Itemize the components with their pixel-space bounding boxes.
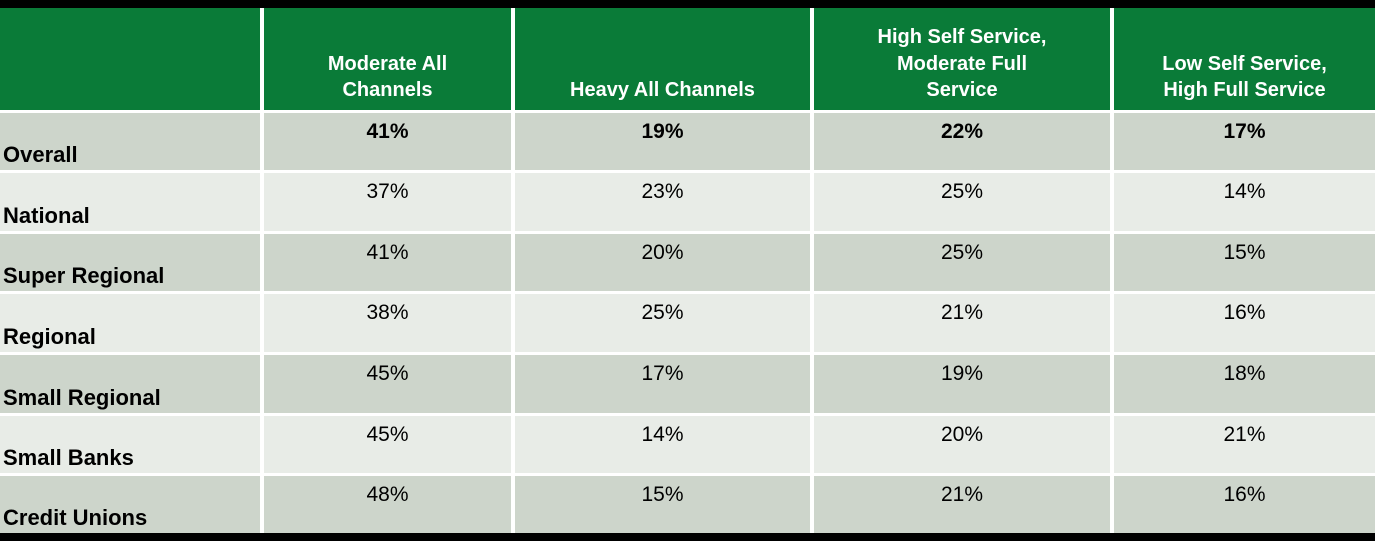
table-cell: 21% — [810, 473, 1114, 533]
table-cell: 41% — [260, 230, 515, 295]
table-cell: 22% — [810, 109, 1114, 174]
row-label-super-regional: Super Regional — [0, 230, 264, 295]
table-cell: 21% — [810, 291, 1114, 356]
table-cell: 15% — [511, 473, 814, 533]
row-label-overall: Overall — [0, 109, 264, 174]
table-cell: 41% — [260, 109, 515, 174]
column-header-high-self-service: High Self Service, Moderate Full Service — [810, 8, 1114, 113]
row-label-credit-unions: Credit Unions — [0, 473, 264, 533]
table-body: Overall 41% 19% 22% 17% National 37% 23%… — [0, 109, 1375, 533]
column-header-low-self-service: Low Self Service, High Full Service — [1110, 8, 1375, 113]
table-cell: 14% — [511, 412, 814, 477]
table-row-small-banks: Small Banks 45% 14% 20% 21% — [0, 412, 1375, 477]
table-cell: 20% — [810, 412, 1114, 477]
table-cell: 25% — [511, 291, 814, 356]
corner-cell — [0, 8, 264, 113]
table-cell: 16% — [1110, 473, 1375, 533]
table-cell: 20% — [511, 230, 814, 295]
table-cell: 15% — [1110, 230, 1375, 295]
table-cell: 45% — [260, 352, 515, 416]
table-cell: 25% — [810, 170, 1114, 234]
table-cell: 38% — [260, 291, 515, 356]
channel-segment-table: Moderate All Channels Heavy All Channels… — [0, 8, 1375, 533]
table-cell: 17% — [1110, 109, 1375, 174]
table-row-small-regional: Small Regional 45% 17% 19% 18% — [0, 352, 1375, 416]
table-cell: 19% — [511, 109, 814, 174]
table-row-super-regional: Super Regional 41% 20% 25% 15% — [0, 230, 1375, 295]
table-row-regional: Regional 38% 25% 21% 16% — [0, 291, 1375, 356]
header-row: Moderate All Channels Heavy All Channels… — [0, 8, 1375, 113]
row-label-small-regional: Small Regional — [0, 352, 264, 416]
table-cell: 45% — [260, 412, 515, 477]
column-header-moderate-all-channels: Moderate All Channels — [260, 8, 515, 113]
table-row-overall: Overall 41% 19% 22% 17% — [0, 109, 1375, 174]
row-label-small-banks: Small Banks — [0, 412, 264, 477]
table-row-credit-unions: Credit Unions 48% 15% 21% 16% — [0, 473, 1375, 533]
table-cell: 25% — [810, 230, 1114, 295]
table-row-national: National 37% 23% 25% 14% — [0, 170, 1375, 234]
column-header-heavy-all-channels: Heavy All Channels — [511, 8, 814, 113]
table-cell: 21% — [1110, 412, 1375, 477]
table-cell: 18% — [1110, 352, 1375, 416]
table-cell: 17% — [511, 352, 814, 416]
row-label-regional: Regional — [0, 291, 264, 356]
row-label-national: National — [0, 170, 264, 234]
table-cell: 48% — [260, 473, 515, 533]
table-cell: 16% — [1110, 291, 1375, 356]
table-cell: 23% — [511, 170, 814, 234]
table-cell: 19% — [810, 352, 1114, 416]
table-header: Moderate All Channels Heavy All Channels… — [0, 8, 1375, 113]
table-cell: 14% — [1110, 170, 1375, 234]
table-cell: 37% — [260, 170, 515, 234]
